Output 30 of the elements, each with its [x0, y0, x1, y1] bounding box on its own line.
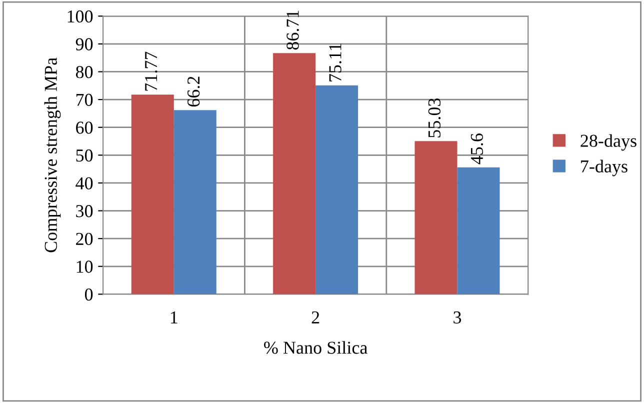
y-tick-label: 30: [76, 205, 93, 218]
y-tick-label: 20: [76, 232, 93, 246]
y-tick-label: 80: [76, 66, 93, 78]
bar: [174, 110, 216, 294]
y-axis-title: Compressive strength MPa: [44, 58, 61, 252]
y-tick-label: 10: [76, 260, 93, 273]
x-tick-label: 2: [312, 311, 320, 324]
data-label: 45.6: [470, 134, 484, 164]
y-tick-label: 50: [76, 149, 93, 162]
x-tick-label: 1: [170, 311, 178, 324]
data-label: 71.77: [145, 52, 158, 91]
y-tick-label: 60: [76, 122, 93, 134]
y-tick-label: 100: [68, 10, 93, 23]
legend-label: 28-days: [580, 134, 636, 151]
data-label: 75.11: [329, 44, 342, 82]
x-axis-title: % Nano Silica: [264, 341, 368, 354]
legend-label: 7-days: [581, 160, 628, 176]
bar: [414, 141, 458, 294]
bar: [273, 53, 316, 294]
y-tick-label: 40: [76, 177, 93, 190]
x-tick-label: 3: [454, 311, 462, 324]
data-label: 86.71: [286, 10, 299, 50]
bar: [457, 167, 500, 294]
y-tick-label: 0: [84, 288, 93, 301]
data-label: 66.2: [188, 76, 200, 107]
bar: [131, 94, 174, 294]
data-label: 55.03: [428, 98, 441, 138]
y-tick-label: 90: [76, 38, 93, 50]
y-tick-label: 70: [76, 94, 93, 106]
bar: [316, 85, 358, 294]
